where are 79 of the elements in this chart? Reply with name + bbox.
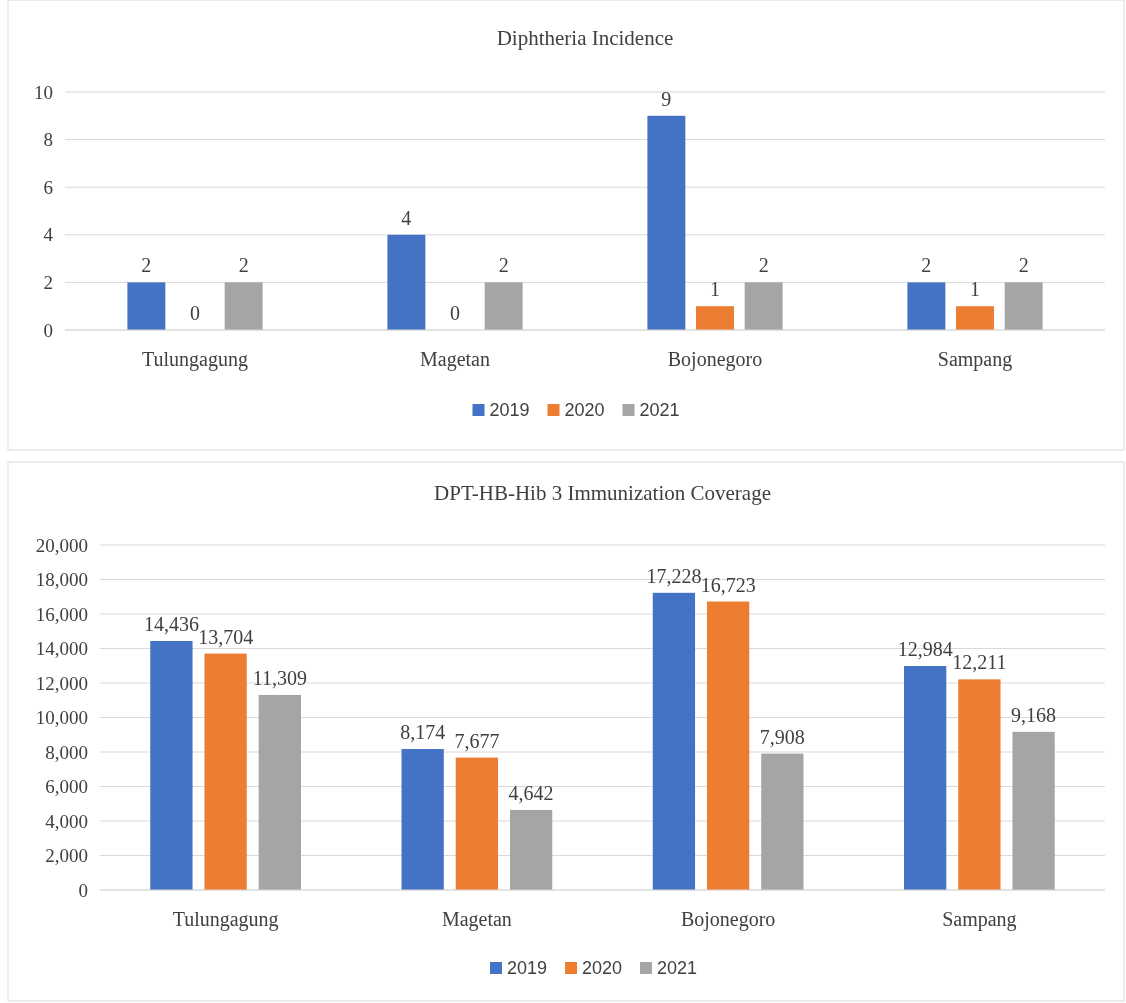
bar [696,306,734,330]
legend-label: 2020 [582,958,623,979]
bar [1012,731,1055,890]
chart-title: Diphtheria Incidence [496,26,674,50]
y-tick-label: 14,000 [35,638,88,660]
bar [744,282,783,330]
data-label: 0 [190,302,200,324]
data-label: 9,168 [1011,703,1057,726]
x-tick-label: Tulungagung [172,908,279,931]
y-tick-label: 4 [43,224,54,246]
x-tick-label: Bojonegoro [680,908,776,931]
bar [204,653,247,890]
data-label: 2 [1018,254,1029,277]
bar [387,234,426,330]
data-label: 2 [921,254,932,277]
data-label: 12,211 [952,651,1007,674]
data-label: 12,984 [897,638,953,661]
data-label: 4,642 [508,781,554,804]
data-label: 17,228 [646,564,702,587]
chart-title: DPT-HB-Hib 3 Immunization Coverage [434,481,771,505]
data-label: 2 [758,254,769,277]
legend-label: 2020 [564,400,605,421]
y-tick-label: 20,000 [35,534,88,556]
data-label: 0 [450,302,460,324]
y-tick-label: 4,000 [45,810,88,832]
bar [958,679,1001,890]
bar [652,592,696,890]
y-tick-label: 0 [78,879,88,901]
x-tick-label: Magetan [441,908,512,931]
data-label: 13,704 [198,625,254,648]
legend-label: 2021 [639,400,680,421]
bar [150,640,193,890]
data-label: 7,677 [454,729,500,752]
legend-label: 2019 [489,400,530,421]
bar [904,666,947,890]
x-tick-label: Sampang [937,348,1013,371]
data-label: 14,436 [143,612,199,635]
bar [258,694,301,890]
data-label: 1 [710,278,720,301]
bar [484,282,523,330]
data-label: 2 [498,254,509,277]
data-label: 1 [970,278,980,301]
data-label: 7,908 [759,725,805,748]
bar [706,601,750,890]
legend-label: 2019 [507,958,548,979]
data-label: 2 [238,254,249,277]
bar [647,115,686,330]
bar [907,282,946,330]
y-tick-label: 8 [43,129,53,151]
data-label: 8,174 [400,721,446,743]
x-tick-label: Bojonegoro [667,348,763,371]
y-tick-label: 16,000 [35,603,88,625]
data-label: 11,309 [252,666,307,689]
y-tick-label: 12,000 [35,672,88,694]
y-tick-label: 2,000 [45,845,88,867]
y-tick-label: 18,000 [35,569,88,591]
data-label: 2 [141,254,152,277]
y-tick-label: 6,000 [45,776,88,798]
bar [509,809,553,890]
y-tick-label: 10 [34,81,53,103]
x-tick-label: Tulungagung [142,348,248,371]
bar [956,306,994,330]
y-tick-label: 6 [43,176,53,198]
legend-label: 2021 [657,958,698,979]
bar [127,282,166,330]
bar [761,753,804,890]
data-label: 16,723 [700,573,756,596]
bar [1004,282,1043,330]
bar [455,757,499,890]
x-tick-label: Sampang [942,908,1017,931]
y-tick-label: 8,000 [45,741,88,763]
y-tick-label: 0 [43,319,53,341]
y-tick-label: 10,000 [35,707,88,729]
bar [224,282,263,330]
y-tick-label: 2 [43,272,53,294]
data-label: 9 [661,87,672,110]
x-tick-label: Magetan [420,348,490,371]
data-label: 4 [401,206,412,229]
bar [401,749,444,890]
